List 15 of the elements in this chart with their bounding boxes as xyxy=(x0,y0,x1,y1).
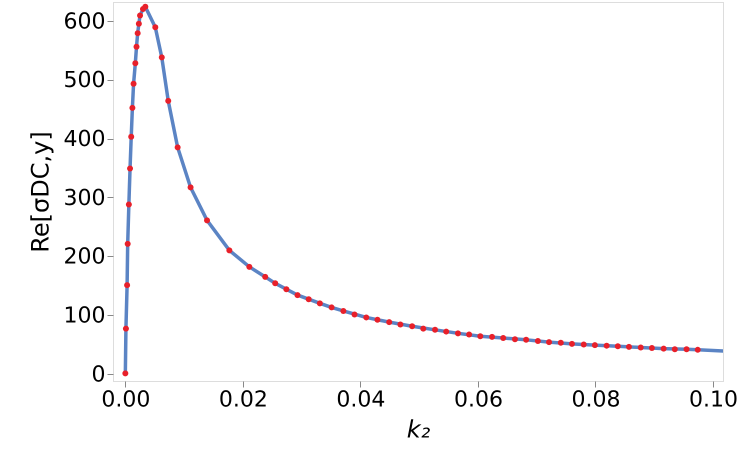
y-tick-label: 600 xyxy=(64,9,106,34)
y-tick-label: 300 xyxy=(64,186,106,211)
y-tick-label: 100 xyxy=(64,304,106,329)
x-tick-label: 0.04 xyxy=(336,388,386,412)
y-tick-label: 0 xyxy=(92,362,106,388)
x-axis-title: k₂ xyxy=(406,416,431,444)
x-tick-label: 0.08 xyxy=(571,388,620,412)
x-tick-label: 0.06 xyxy=(454,388,503,412)
x-tick-label: 0.00 xyxy=(101,388,150,412)
x-tick-label: 0.10 xyxy=(689,388,738,412)
y-axis-title: Re[σDC,y] xyxy=(26,131,55,253)
y-tick-label: 500 xyxy=(64,68,106,94)
y-tick-label: 400 xyxy=(64,127,106,152)
x-tick-label: 0.02 xyxy=(218,388,268,412)
y-tick-label: 200 xyxy=(64,244,106,270)
